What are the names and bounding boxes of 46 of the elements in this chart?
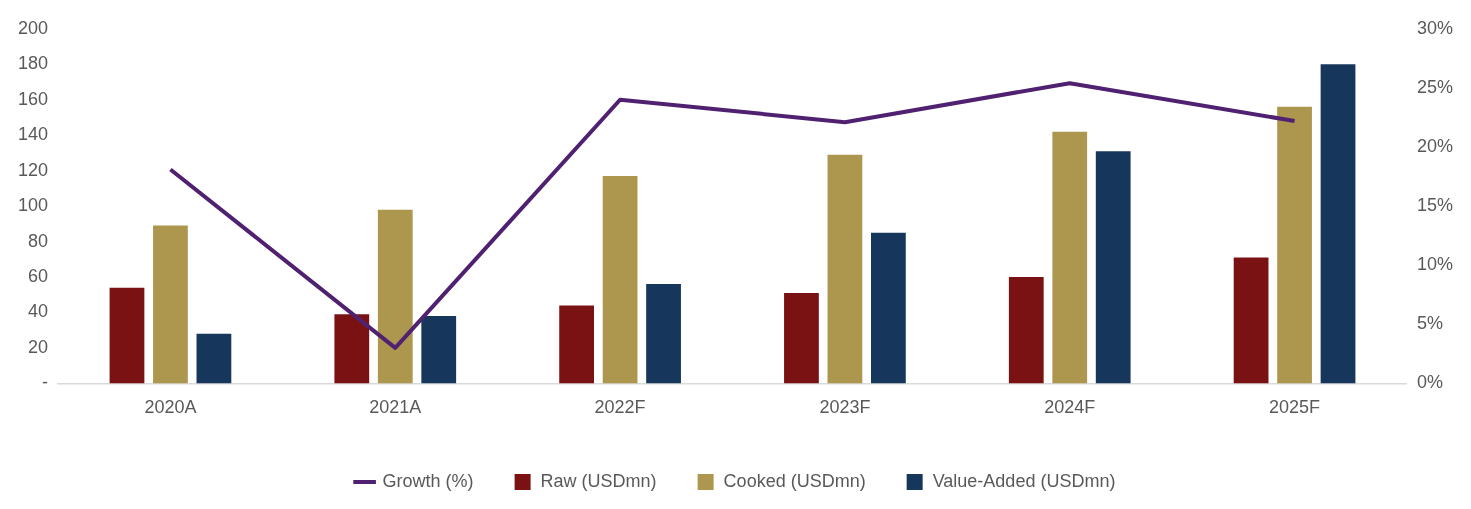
bar bbox=[334, 314, 370, 384]
y-tick-label: 80 bbox=[28, 230, 49, 251]
y-tick-label: 180 bbox=[17, 53, 49, 74]
bar bbox=[421, 316, 457, 384]
bar bbox=[109, 287, 145, 384]
y-tick-label: - bbox=[42, 372, 49, 393]
bar bbox=[559, 305, 595, 384]
y-tick-label: 100 bbox=[17, 195, 49, 216]
bar bbox=[784, 292, 819, 384]
y2-tick-label: 25% bbox=[1416, 76, 1453, 97]
y2-tick-label: 20% bbox=[1416, 135, 1453, 156]
y-tick-label: 140 bbox=[17, 124, 49, 145]
y2-tick-label: 15% bbox=[1416, 195, 1453, 216]
legend-label: Value-Added (USDmn) bbox=[932, 470, 1116, 491]
x-tick-label: 2023F bbox=[819, 397, 871, 418]
bar bbox=[827, 154, 863, 384]
x-tick-label: 2021A bbox=[369, 397, 422, 418]
y-tick-label: 200 bbox=[17, 17, 49, 38]
bar bbox=[1095, 151, 1131, 384]
y-tick-label: 120 bbox=[17, 159, 49, 180]
y2-tick-label: 5% bbox=[1416, 313, 1443, 334]
y2-tick-label: 0% bbox=[1416, 372, 1443, 393]
legend-label: Growth (%) bbox=[382, 470, 474, 491]
bar bbox=[646, 284, 681, 384]
bar bbox=[1008, 277, 1044, 384]
y-tick-label: 60 bbox=[28, 265, 49, 286]
y-tick-label: 160 bbox=[17, 88, 49, 109]
legend-label: Raw (USDmn) bbox=[540, 470, 657, 491]
x-tick-label: 2025F bbox=[1269, 397, 1321, 418]
bar bbox=[1233, 257, 1269, 384]
x-tick-label: 2024F bbox=[1044, 397, 1096, 418]
bar bbox=[196, 333, 232, 384]
x-tick-label: 2022F bbox=[594, 397, 646, 418]
y2-tick-label: 10% bbox=[1416, 254, 1453, 275]
x-tick-label: 2020A bbox=[144, 397, 197, 418]
legend-label: Cooked (USDmn) bbox=[723, 470, 866, 491]
bar bbox=[1277, 106, 1312, 384]
y2-tick-label: 30% bbox=[1416, 17, 1453, 38]
y-tick-label: 20 bbox=[28, 336, 49, 357]
bar bbox=[1320, 64, 1356, 384]
y-tick-label: 40 bbox=[28, 301, 49, 322]
bar bbox=[377, 209, 413, 384]
bar bbox=[1052, 131, 1088, 384]
bar bbox=[153, 225, 188, 384]
bar bbox=[870, 232, 906, 384]
bar bbox=[602, 175, 638, 384]
